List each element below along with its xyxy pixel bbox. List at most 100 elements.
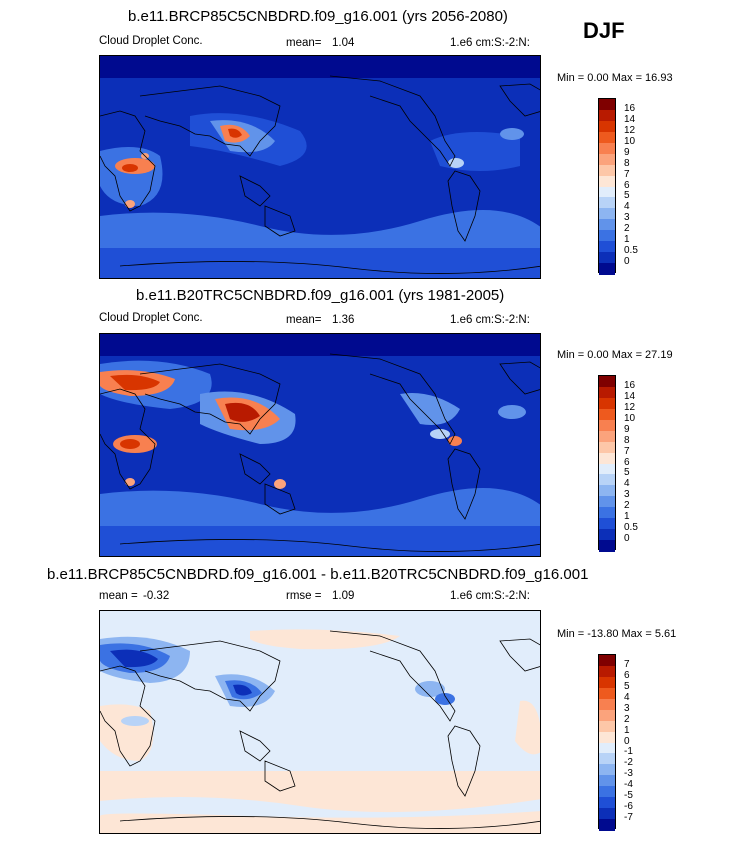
panel3-minmax: Min = -13.80 Max = 5.61 [557, 628, 677, 640]
colorbar-cell [599, 819, 615, 831]
colorbar-cell [599, 131, 615, 144]
colorbar-tick-label: 6 [624, 669, 630, 681]
colorbar-tick-label: 5 [624, 190, 630, 202]
panel1-units: 1.e6 cm:S:-2:N: [450, 37, 530, 49]
colorbar-cell [599, 507, 615, 519]
colorbar-tick-label: 2 [624, 223, 630, 235]
panel1-map [99, 55, 541, 279]
colorbar-tick-label: -2 [624, 757, 633, 769]
colorbar-tick-label: 9 [624, 146, 630, 158]
panel1-title: b.e11.BRCP85C5CNBDRD.f09_g16.001 (yrs 20… [128, 8, 508, 25]
colorbar-tick-label: 10 [624, 412, 636, 424]
colorbar-cell [599, 720, 615, 733]
colorbar-tick-label: 6 [624, 179, 630, 191]
colorbar-cell [599, 186, 615, 198]
colorbar-tick-label: 2 [624, 713, 630, 725]
colorbar-tick-label: 8 [624, 434, 630, 446]
panel3-mean-value: -0.32 [143, 590, 170, 602]
colorbar-cell [599, 263, 615, 275]
colorbar-tick-label: 5 [624, 680, 630, 692]
colorbar-cell [599, 219, 615, 231]
colorbar-tick-label: 4 [624, 478, 630, 490]
colorbar-cell [599, 764, 615, 776]
colorbar-cell [599, 529, 615, 541]
colorbar-cell [599, 241, 615, 253]
colorbar-cell [599, 441, 615, 454]
colorbar-tick-label: 0 [624, 256, 630, 268]
panel2-mean-value: 1.36 [332, 314, 355, 326]
panel3-rmse-value: 1.09 [332, 590, 355, 602]
colorbar-cell [599, 386, 615, 399]
colorbar-cell [599, 120, 615, 133]
colorbar-cell [599, 665, 615, 678]
panel2-minmax: Min = 0.00 Max = 27.19 [557, 349, 673, 361]
colorbar-cell [599, 452, 615, 464]
colorbar-tick-label: 7 [624, 658, 630, 670]
colorbar-cell [599, 252, 615, 264]
panel1-colorbar [598, 98, 616, 275]
colorbar-cell [599, 376, 615, 388]
panel2-mean-label: mean= [286, 314, 322, 326]
colorbar-tick-label: 0 [624, 533, 630, 545]
colorbar-tick-label: -3 [624, 768, 633, 780]
colorbar-tick-label: 10 [624, 135, 636, 147]
colorbar-tick-label: 8 [624, 157, 630, 169]
colorbar-tick-label: 16 [624, 102, 636, 114]
panel1-minmax: Min = 0.00 Max = 16.93 [557, 72, 673, 84]
colorbar-cell [599, 430, 615, 443]
colorbar-cell [599, 175, 615, 187]
colorbar-tick-label: 14 [624, 113, 636, 125]
colorbar-tick-label: 16 [624, 379, 636, 391]
colorbar-cell [599, 463, 615, 475]
colorbar-cell [599, 808, 615, 820]
colorbar-tick-label: -7 [624, 812, 633, 824]
colorbar-tick-label: 3 [624, 489, 630, 501]
colorbar-tick-label: 0.5 [624, 245, 638, 257]
colorbar-tick-label: 12 [624, 124, 636, 136]
colorbar-tick-label: 12 [624, 401, 636, 413]
colorbar-cell [599, 197, 615, 209]
panel1-variable: Cloud Droplet Conc. [99, 35, 203, 47]
colorbar-tick-label: -5 [624, 790, 633, 802]
colorbar-cell [599, 474, 615, 486]
panel2-colorbar [598, 375, 616, 552]
colorbar-tick-label: 0 [624, 735, 630, 747]
panel2-title: b.e11.B20TRC5CNBDRD.f09_g16.001 (yrs 198… [136, 287, 505, 304]
panel3-mean-label: mean = [99, 590, 138, 602]
colorbar-cell [599, 655, 615, 667]
colorbar-tick-label: -4 [624, 779, 633, 791]
colorbar-cell [599, 731, 615, 743]
colorbar-tick-label: 1 [624, 724, 630, 736]
colorbar-tick-label: 1 [624, 511, 630, 523]
colorbar-tick-label: 5 [624, 467, 630, 479]
panel1-mean-value: 1.04 [332, 37, 355, 49]
colorbar-tick-label: 14 [624, 390, 636, 402]
colorbar-cell [599, 496, 615, 508]
colorbar-cell [599, 485, 615, 497]
colorbar-cell [599, 408, 615, 421]
colorbar-tick-label: 4 [624, 691, 630, 703]
colorbar-cell [599, 208, 615, 220]
colorbar-cell [599, 797, 615, 809]
colorbar-tick-label: 6 [624, 456, 630, 468]
colorbar-cell [599, 687, 615, 700]
colorbar-tick-label: 9 [624, 423, 630, 435]
panel2-map-svg [100, 334, 540, 556]
colorbar-cell [599, 142, 615, 155]
panel1-mean-label: mean= [286, 37, 322, 49]
colorbar-cell [599, 698, 615, 711]
colorbar-tick-label: 3 [624, 702, 630, 714]
colorbar-cell [599, 164, 615, 177]
colorbar-cell [599, 397, 615, 410]
colorbar-cell [599, 153, 615, 166]
colorbar-cell [599, 742, 615, 754]
panel3-map-svg [100, 611, 540, 833]
colorbar-cell [599, 99, 615, 111]
colorbar-cell [599, 230, 615, 242]
colorbar-tick-label: -1 [624, 746, 633, 758]
colorbar-tick-label: 2 [624, 500, 630, 512]
colorbar-cell [599, 109, 615, 122]
panel2-units: 1.e6 cm:S:-2:N: [450, 314, 530, 326]
panel3-map [99, 610, 541, 834]
season-label: DJF [583, 18, 625, 43]
